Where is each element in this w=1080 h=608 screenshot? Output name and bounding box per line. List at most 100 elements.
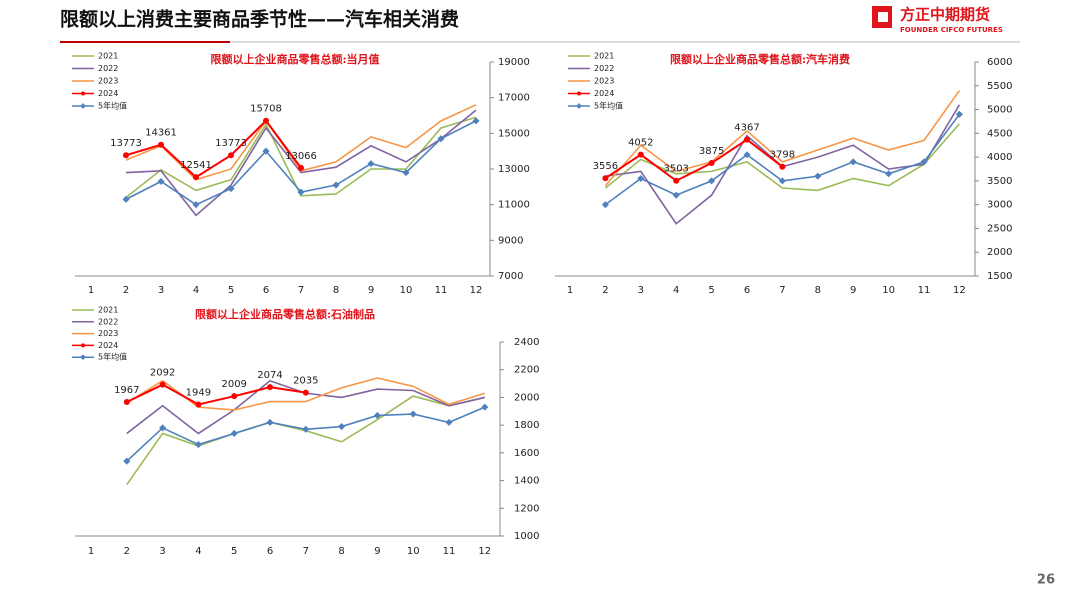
data-label: 12541 xyxy=(180,160,212,171)
series-line xyxy=(125,116,477,199)
point xyxy=(367,160,375,168)
chart-title: 限额以上企业商品零售总额:石油制品 xyxy=(195,307,375,321)
point xyxy=(227,185,235,193)
point xyxy=(192,201,200,209)
point xyxy=(920,158,928,166)
x-tick-label: 2 xyxy=(602,285,608,296)
point xyxy=(402,169,410,177)
data-label: 3875 xyxy=(699,146,724,157)
point xyxy=(159,424,167,432)
y-tick-label: 2000 xyxy=(514,392,539,403)
x-tick-label: 4 xyxy=(195,546,201,557)
point xyxy=(158,141,164,148)
point xyxy=(743,151,751,159)
point xyxy=(637,174,645,183)
legend-label: 2024 xyxy=(98,341,118,350)
x-tick-label: 12 xyxy=(953,285,966,296)
point xyxy=(123,152,129,159)
point xyxy=(262,147,270,155)
x-tick-label: 4 xyxy=(673,285,679,296)
data-label: 2092 xyxy=(150,368,175,379)
x-tick-label: 2 xyxy=(123,285,129,296)
data-label: 13773 xyxy=(215,138,247,149)
data-label: 13066 xyxy=(285,151,317,162)
logo-icon-inner xyxy=(878,12,888,22)
point xyxy=(194,441,202,449)
point xyxy=(472,117,480,125)
point xyxy=(338,422,346,431)
point xyxy=(122,195,130,203)
y-tick-label: 3500 xyxy=(987,176,1012,187)
slide-title: 限额以上消费主要商品季节性——汽车相关消费 xyxy=(60,8,459,31)
legend-label: 2024 xyxy=(594,89,614,98)
point xyxy=(673,177,680,184)
legend-label: 5年均值 xyxy=(98,101,127,111)
series-line xyxy=(126,395,485,486)
y-tick-label: 1800 xyxy=(514,420,539,431)
y-tick-label: 1200 xyxy=(514,503,539,514)
x-tick-label: 1 xyxy=(88,546,94,557)
x-tick-label: 10 xyxy=(400,285,413,296)
point xyxy=(445,418,453,426)
point xyxy=(157,177,165,186)
y-tick-label: 7000 xyxy=(498,271,523,282)
x-tick-label: 12 xyxy=(470,285,483,296)
point xyxy=(230,429,238,437)
y-tick-label: 1600 xyxy=(514,448,539,459)
x-tick-label: 10 xyxy=(407,546,420,557)
legend-label: 5年均值 xyxy=(98,352,127,362)
x-tick-label: 9 xyxy=(374,546,380,557)
y-tick-label: 13000 xyxy=(498,164,530,175)
logo-text-en: FOUNDER CIFCO FUTURES xyxy=(900,26,1003,34)
x-tick-label: 9 xyxy=(368,285,374,296)
y-tick-label: 19000 xyxy=(498,57,530,68)
y-tick-label: 5000 xyxy=(987,105,1012,116)
y-tick-label: 11000 xyxy=(498,200,530,211)
data-label: 2074 xyxy=(257,370,282,381)
y-tick-label: 1000 xyxy=(514,531,539,542)
point xyxy=(672,191,680,199)
x-tick-label: 3 xyxy=(159,546,165,557)
legend-label: 2021 xyxy=(98,52,118,61)
legend-marker xyxy=(81,343,85,348)
legend-marker xyxy=(577,91,581,96)
y-tick-label: 6000 xyxy=(987,57,1012,68)
point xyxy=(302,389,309,396)
y-tick-label: 2500 xyxy=(987,223,1012,234)
data-label: 15708 xyxy=(250,104,282,115)
y-tick-label: 17000 xyxy=(498,93,530,104)
series-line xyxy=(604,90,961,187)
y-tick-label: 3000 xyxy=(987,200,1012,211)
y-tick-label: 1500 xyxy=(987,271,1012,282)
x-tick-label: 6 xyxy=(744,285,750,296)
chart-title: 限额以上企业商品零售总额:当月值 xyxy=(210,52,379,66)
y-tick-label: 4500 xyxy=(987,128,1012,139)
legend-label: 2022 xyxy=(98,64,118,73)
legend-label: 2023 xyxy=(98,77,118,86)
legend-marker xyxy=(80,103,86,109)
y-tick-label: 1400 xyxy=(514,476,539,487)
y-tick-label: 2200 xyxy=(514,365,539,376)
data-label: 3503 xyxy=(663,164,688,175)
legend-label: 2022 xyxy=(98,317,118,326)
point xyxy=(302,425,310,433)
data-label: 14361 xyxy=(145,128,177,139)
point xyxy=(637,151,644,158)
point xyxy=(708,160,715,167)
chart-title: 限额以上企业商品零售总额:汽车消费 xyxy=(670,52,850,66)
legend-label: 2023 xyxy=(98,329,118,338)
x-tick-label: 6 xyxy=(263,285,269,296)
y-tick-label: 15000 xyxy=(498,128,530,139)
point xyxy=(849,158,857,166)
point xyxy=(297,188,305,196)
data-label: 1949 xyxy=(186,387,211,398)
x-tick-label: 7 xyxy=(298,285,304,296)
x-tick-label: 3 xyxy=(638,285,644,296)
point xyxy=(123,399,130,406)
x-tick-label: 5 xyxy=(231,546,237,557)
point xyxy=(885,170,893,178)
series-line xyxy=(604,138,784,182)
data-label: 13773 xyxy=(110,138,142,149)
data-label: 2009 xyxy=(221,379,246,390)
x-tick-label: 10 xyxy=(882,285,895,296)
